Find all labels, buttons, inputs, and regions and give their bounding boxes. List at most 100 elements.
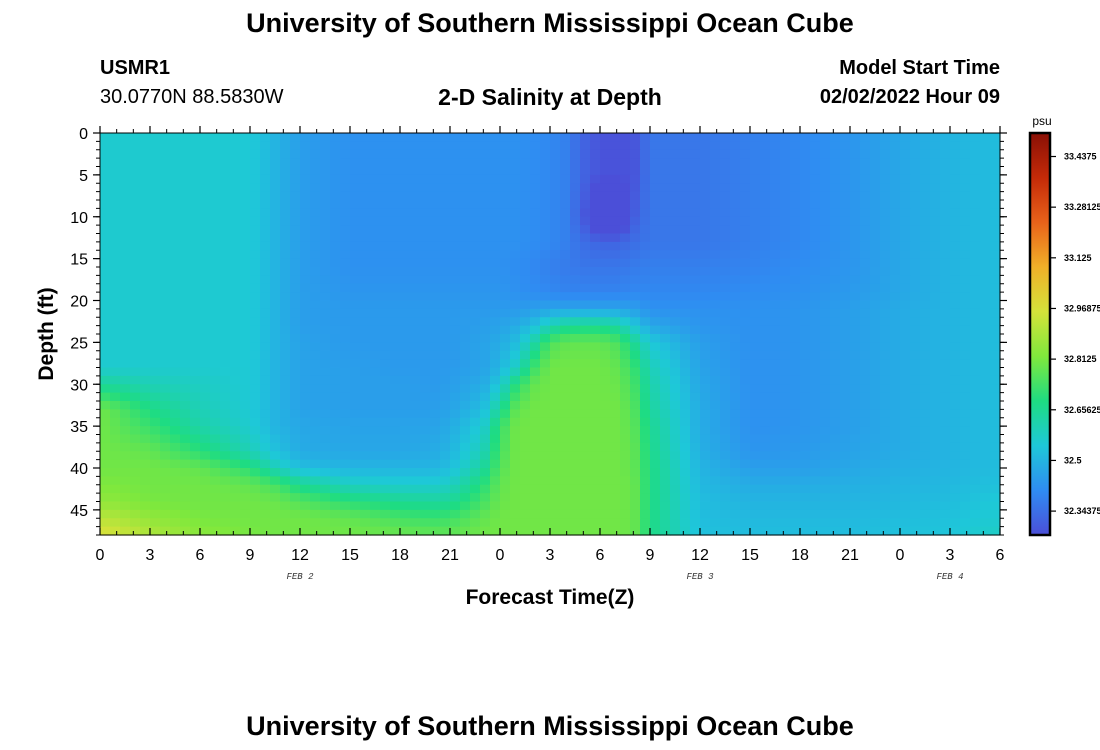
heatmap-cell bbox=[500, 501, 511, 511]
heatmap-cell bbox=[700, 451, 711, 461]
heatmap-cell bbox=[920, 468, 931, 477]
heatmap-cell bbox=[850, 384, 861, 394]
heatmap-cell bbox=[970, 241, 981, 251]
heatmap-cell bbox=[760, 459, 771, 469]
heatmap-cell bbox=[540, 166, 551, 176]
heatmap-cell bbox=[250, 484, 261, 494]
heatmap-cell bbox=[830, 200, 841, 209]
heatmap-cell bbox=[190, 493, 201, 503]
heatmap-cell bbox=[430, 459, 441, 469]
heatmap-cell bbox=[100, 417, 111, 427]
heatmap-cell bbox=[440, 476, 451, 486]
heatmap-cell bbox=[220, 367, 231, 377]
heatmap-cell bbox=[320, 417, 331, 427]
heatmap-cell bbox=[330, 283, 341, 293]
heatmap-cell bbox=[610, 308, 621, 318]
heatmap-cell bbox=[640, 375, 651, 385]
heatmap-cell bbox=[440, 518, 451, 528]
heatmap-cell bbox=[500, 426, 511, 436]
heatmap-cell bbox=[900, 476, 911, 486]
heatmap-cell bbox=[220, 325, 231, 335]
heatmap-cell bbox=[920, 350, 931, 360]
heatmap-cell bbox=[590, 308, 601, 318]
heatmap-cell bbox=[660, 426, 671, 436]
heatmap-cell bbox=[470, 350, 481, 360]
heatmap-cell bbox=[410, 158, 421, 168]
heatmap-cell bbox=[410, 526, 421, 536]
heatmap-cell bbox=[520, 141, 531, 151]
heatmap-cell bbox=[620, 375, 631, 385]
heatmap-cell bbox=[530, 468, 541, 477]
x-tick-label: 6 bbox=[196, 547, 205, 564]
heatmap-cell bbox=[820, 359, 831, 369]
heatmap-cell bbox=[480, 300, 491, 310]
heatmap-cell bbox=[540, 216, 551, 226]
x-tick-label: 0 bbox=[496, 547, 505, 564]
heatmap-cell bbox=[500, 191, 511, 201]
heatmap-cell bbox=[380, 468, 391, 477]
heatmap-cell bbox=[920, 451, 931, 461]
heatmap-cell bbox=[650, 375, 661, 385]
heatmap-cell bbox=[950, 409, 961, 419]
heatmap-cell bbox=[390, 308, 401, 318]
heatmap-cell bbox=[230, 476, 241, 486]
heatmap-cell bbox=[660, 493, 671, 503]
heatmap-cell bbox=[620, 509, 631, 519]
heatmap-cell bbox=[400, 426, 411, 436]
heatmap-cell bbox=[170, 392, 181, 402]
heatmap-cell bbox=[600, 208, 611, 218]
heatmap-cell bbox=[110, 384, 121, 394]
heatmap-cell bbox=[760, 225, 771, 235]
heatmap-cell bbox=[870, 250, 881, 260]
heatmap-cell bbox=[510, 325, 521, 335]
heatmap-cell bbox=[930, 258, 941, 268]
heatmap-cell bbox=[520, 183, 531, 193]
heatmap-cell bbox=[760, 158, 771, 168]
heatmap-cell bbox=[390, 375, 401, 385]
heatmap-cell bbox=[720, 133, 731, 142]
heatmap-cell bbox=[580, 166, 591, 176]
heatmap-cell bbox=[400, 241, 411, 251]
heatmap-cell bbox=[460, 308, 471, 318]
heatmap-cell bbox=[320, 275, 331, 285]
heatmap-cell bbox=[510, 459, 521, 469]
heatmap-cell bbox=[220, 476, 231, 486]
heatmap-cell bbox=[980, 451, 991, 461]
heatmap-cell bbox=[640, 141, 651, 151]
heatmap-cell bbox=[610, 367, 621, 377]
heatmap-cell bbox=[620, 267, 631, 276]
heatmap-cell bbox=[180, 166, 191, 176]
heatmap-cell bbox=[310, 158, 321, 168]
heatmap-cell bbox=[960, 158, 971, 168]
heatmap-cell bbox=[310, 451, 321, 461]
heatmap-cell bbox=[700, 434, 711, 444]
heatmap-cell bbox=[570, 141, 581, 151]
heatmap-cell bbox=[520, 401, 531, 410]
heatmap-cell bbox=[600, 200, 611, 209]
heatmap-cell bbox=[980, 308, 991, 318]
heatmap-cell bbox=[870, 459, 881, 469]
heatmap-cell bbox=[110, 367, 121, 377]
heatmap-cell bbox=[630, 258, 641, 268]
heatmap-cell bbox=[140, 149, 151, 159]
heatmap-cell bbox=[670, 258, 681, 268]
heatmap-cell bbox=[340, 275, 351, 285]
heatmap-cell bbox=[100, 141, 111, 151]
heatmap-cell bbox=[190, 308, 201, 318]
heatmap-cell bbox=[120, 158, 131, 168]
x-tick-label: 15 bbox=[341, 547, 359, 564]
heatmap-cell bbox=[680, 275, 691, 285]
heatmap-cell bbox=[470, 258, 481, 268]
heatmap-cell bbox=[410, 484, 421, 494]
heatmap-cell bbox=[720, 367, 731, 377]
heatmap-cell bbox=[360, 166, 371, 176]
heatmap-cell bbox=[860, 359, 871, 369]
heatmap-cell bbox=[980, 225, 991, 235]
heatmap-cell bbox=[270, 350, 281, 360]
heatmap-cell bbox=[740, 200, 751, 209]
heatmap-cell bbox=[670, 216, 681, 226]
heatmap-cell bbox=[820, 509, 831, 519]
heatmap-cell bbox=[880, 484, 891, 494]
heatmap-cell bbox=[910, 417, 921, 427]
heatmap-cell bbox=[960, 250, 971, 260]
